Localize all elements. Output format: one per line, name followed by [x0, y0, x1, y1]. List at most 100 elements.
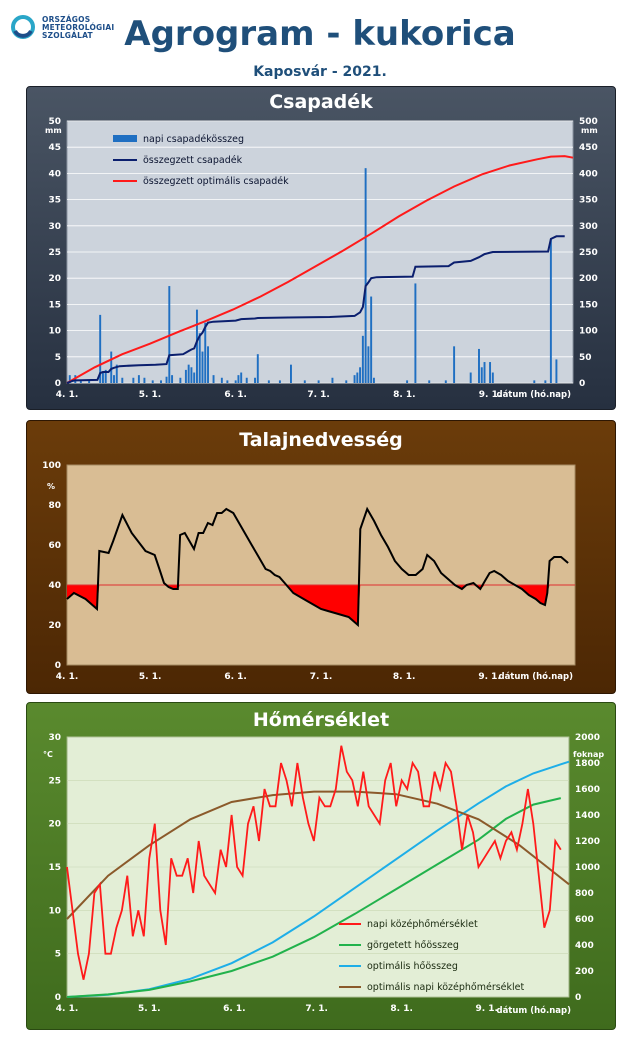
daily-temp-line: [66, 745, 562, 980]
y-left-tick-label: 10: [48, 327, 61, 337]
x-tick-label: 5. 1.: [138, 1004, 161, 1014]
x-tick-label: 5. 1.: [139, 390, 162, 400]
precip-bar: [204, 322, 207, 383]
soil-chart: 0 20 40 60 80 100% 4. 1. 5. 1. 6. 1. 7. 1. 8. 1. 9.…: [42, 461, 576, 682]
legend-entry: összegzett csapadék: [143, 155, 243, 166]
x-tick-label: 7. 1.: [310, 672, 333, 682]
page-title: Agrogram - kukorica: [124, 14, 516, 54]
precip-bar: [428, 380, 431, 383]
y-left-tick-label: 35: [48, 196, 61, 206]
precip-bar: [212, 375, 215, 383]
precip-bar: [226, 380, 229, 383]
precip-bar: [414, 283, 417, 383]
soil-title: Talajnedvesség: [239, 429, 403, 451]
x-tick-label: 4. 1.: [56, 390, 79, 400]
y-right-tick-label: 1600: [575, 785, 600, 795]
plot-area: [66, 464, 576, 666]
precip-bar: [184, 369, 187, 383]
precip-bar: [115, 364, 118, 383]
x-tick-label: 4. 1.: [56, 1004, 79, 1014]
precip-bar: [317, 380, 320, 383]
precip-bar: [549, 238, 552, 383]
precip-bar: [137, 375, 140, 383]
precip-bar: [113, 375, 115, 383]
legend-entry: optimális napi középhőmérséklet: [367, 982, 525, 993]
y-right-tick-label: 500: [579, 117, 598, 127]
y-tick-label: 60: [48, 541, 61, 551]
y-left-tick-label: 25: [48, 248, 61, 258]
precip-bar: [207, 346, 209, 383]
y-unit: %: [47, 482, 55, 491]
x-tick-label: 7. 1.: [307, 390, 330, 400]
precip-bar: [356, 372, 359, 383]
precip-bar: [198, 333, 201, 383]
x-tick-label: 4. 1.: [56, 672, 79, 682]
x-tick-label: 8. 1.: [393, 672, 416, 682]
x-tick-label: 9. 1.: [475, 1004, 498, 1014]
precip-bar: [240, 372, 243, 383]
precip-bar: [193, 372, 196, 383]
precip-bar: [331, 377, 334, 383]
y-right-tick-label: 2000: [575, 733, 600, 743]
y-left-tick-label: 20: [48, 820, 61, 830]
precip-bar: [160, 380, 162, 383]
precip-bar: [101, 372, 104, 383]
y-right-tick-label: 50: [579, 353, 592, 363]
y-right-tick-label: 600: [575, 915, 594, 925]
legend-entry: napi középhőmérséklet: [367, 919, 478, 930]
legend-entry: görgetett hőösszeg: [367, 940, 459, 951]
y-right-tick-label: 100: [579, 327, 598, 337]
y-right-unit: mm: [581, 126, 598, 135]
y-right-unit: foknap: [573, 750, 604, 759]
precip-bar: [345, 380, 348, 383]
y-left-tick-label: 0: [55, 379, 61, 389]
precip-bar: [110, 351, 113, 383]
y-right-tick-label: 150: [579, 300, 598, 310]
precip-bar: [359, 367, 362, 383]
optimal-precip-line: [66, 155, 574, 384]
precip-bar: [372, 377, 375, 383]
precip-bar: [190, 367, 193, 383]
precip-bar: [361, 335, 364, 383]
logo-swirl-icon: [11, 15, 35, 39]
y-right-tick-label: 350: [579, 196, 598, 206]
precip-bar: [143, 377, 146, 383]
y-left-tick-label: 10: [48, 906, 61, 916]
precip-bar: [201, 351, 204, 383]
x-tick-label: 9. 1.: [478, 672, 501, 682]
precip-bar: [168, 286, 171, 383]
soil-moisture-line: [66, 506, 569, 628]
precip-bar: [267, 380, 270, 383]
precip-bar: [245, 377, 248, 383]
precip-bar: [406, 380, 409, 383]
y-left-tick-label: 45: [48, 143, 61, 153]
y-tick-label: 40: [48, 581, 61, 591]
omsz-logo: ORSZÁGOS METEOROLÓGIAI SZOLGÁLAT: [10, 8, 160, 48]
legend-entry: optimális hőösszeg: [367, 961, 458, 972]
precip-bar: [121, 377, 124, 383]
logo-text: ORSZÁGOS METEOROLÓGIAI SZOLGÁLAT: [42, 15, 115, 40]
temp-title: Hőmérséklet: [252, 709, 390, 731]
temp-chart: 0 5 10 15 20 25 30 0 200 400 600 800 1000 1200 1400 160…: [43, 733, 604, 1016]
y-right-tick-label: 800: [575, 889, 594, 899]
x-axis-label: dátum (hó.nap): [498, 671, 573, 682]
y-right-tick-label: 300: [579, 222, 598, 232]
y-left-tick-label: 5: [55, 353, 61, 363]
precip-bar: [165, 376, 168, 383]
soil-panel: Talajnedvesség 0 20 40 60 80 100% 4. 1. 5. 1. 6.…: [26, 420, 616, 694]
precip-bar: [104, 369, 107, 383]
y-left-unit: °C: [43, 750, 53, 759]
page-subtitle: Kaposvár - 2021.: [253, 64, 387, 80]
cumulative-precip-line: [66, 235, 565, 384]
precip-bar: [151, 380, 154, 383]
precip-bar: [533, 380, 536, 383]
precip-bar: [234, 380, 237, 383]
y-right-tick-label: 450: [579, 143, 598, 153]
precip-bar: [220, 377, 223, 383]
y-left-tick-label: 50: [48, 117, 61, 127]
precip-bar: [370, 296, 373, 383]
x-tick-label: 6. 1.: [223, 1004, 246, 1014]
precip-panel: Csapadék 0 5 10 15 20 25 30 35 40 45 50 0 50 100 150 20…: [26, 86, 616, 410]
precip-bar: [132, 377, 135, 383]
y-left-tick-label: 30: [48, 222, 61, 232]
